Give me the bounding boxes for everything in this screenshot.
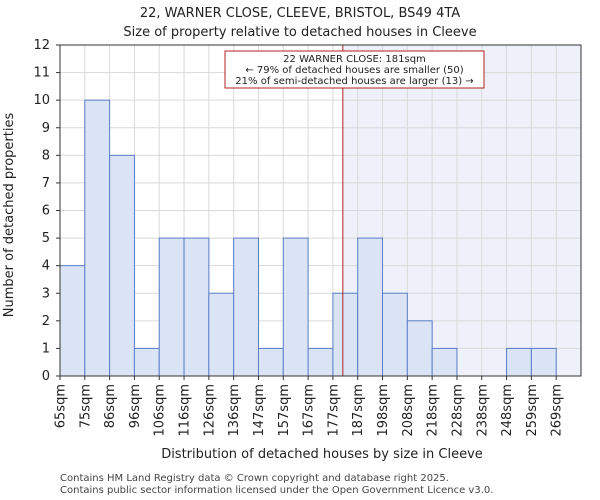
y-tick-label: 3 <box>42 286 50 301</box>
y-tick-label: 2 <box>42 314 50 329</box>
y-tick-label: 4 <box>42 259 50 274</box>
bar-106sqm <box>158 237 185 377</box>
x-tick-label: 86sqm <box>103 384 118 428</box>
x-tick-label: 269sqm <box>550 384 565 437</box>
chart-title: 22, WARNER CLOSE, CLEEVE, BRISTOL, BS49 … <box>140 6 460 21</box>
bar-157sqm <box>282 237 309 377</box>
annotation-box: 22 WARNER CLOSE: 181sqm ← 79% of detache… <box>224 50 485 89</box>
bar-187sqm <box>357 237 384 377</box>
x-tick-label: 218sqm <box>426 384 441 437</box>
y-tick-label: 11 <box>33 66 50 81</box>
bar-86sqm <box>109 154 135 377</box>
x-tick-label: 187sqm <box>351 384 366 437</box>
bar-198sqm <box>382 292 408 377</box>
footer-line-1: Contains HM Land Registry data © Crown c… <box>60 473 449 484</box>
annotation-line-2: ← 79% of detached houses are smaller (50… <box>245 65 463 76</box>
y-tick-label: 12 <box>33 38 50 53</box>
x-tick-label: 259sqm <box>525 384 540 437</box>
bar-136sqm <box>233 237 259 377</box>
y-tick-label: 6 <box>42 204 50 219</box>
y-axis-label: Number of detached properties <box>2 113 17 318</box>
y-tick-label: 1 <box>42 341 50 356</box>
x-tick-label: 126sqm <box>202 384 217 437</box>
y-tick-label: 10 <box>33 93 50 108</box>
x-tick-label: 177sqm <box>326 384 341 437</box>
bar-147sqm <box>257 347 284 377</box>
bar-167sqm <box>307 347 334 377</box>
bar-75sqm <box>84 99 111 377</box>
annotation-line-1: 22 WARNER CLOSE: 181sqm <box>283 54 426 65</box>
x-tick-label: 75sqm <box>78 384 93 428</box>
x-tick-label: 198sqm <box>376 384 391 437</box>
x-tick-label: 228sqm <box>450 384 465 437</box>
x-tick-label: 208sqm <box>401 384 416 437</box>
y-tick-label: 0 <box>42 369 50 384</box>
y-tick-label: 9 <box>42 121 50 136</box>
x-tick-label: 65sqm <box>54 384 69 428</box>
bar-208sqm <box>406 320 433 377</box>
bar-116sqm <box>183 237 210 377</box>
y-tick-label: 5 <box>42 231 50 246</box>
bar-65sqm <box>59 265 86 377</box>
x-tick-label: 147sqm <box>252 384 267 437</box>
annotation-line-3: 21% of semi-detached houses are larger (… <box>235 76 473 87</box>
x-tick-label: 96sqm <box>128 384 143 428</box>
y-tick-label: 7 <box>42 176 50 191</box>
y-tick-label: 8 <box>42 148 50 163</box>
x-tick-label: 238sqm <box>475 384 490 437</box>
bar-218sqm <box>431 347 458 377</box>
x-tick-label: 116sqm <box>178 384 193 437</box>
bar-96sqm <box>133 347 160 377</box>
footer-line-2: Contains public sector information licen… <box>60 485 493 496</box>
x-axis-label: Distribution of detached houses by size … <box>161 447 483 462</box>
x-tick-label: 167sqm <box>302 384 317 437</box>
bar-248sqm <box>506 347 532 377</box>
chart-subtitle: Size of property relative to detached ho… <box>123 25 476 40</box>
x-tick-label: 248sqm <box>500 384 515 437</box>
x-tick-label: 106sqm <box>153 384 168 437</box>
bar-259sqm <box>530 347 557 377</box>
bar-177sqm <box>332 292 359 377</box>
bar-126sqm <box>208 292 235 377</box>
x-tick-label: 157sqm <box>277 384 292 437</box>
x-tick-label: 136sqm <box>227 384 242 437</box>
